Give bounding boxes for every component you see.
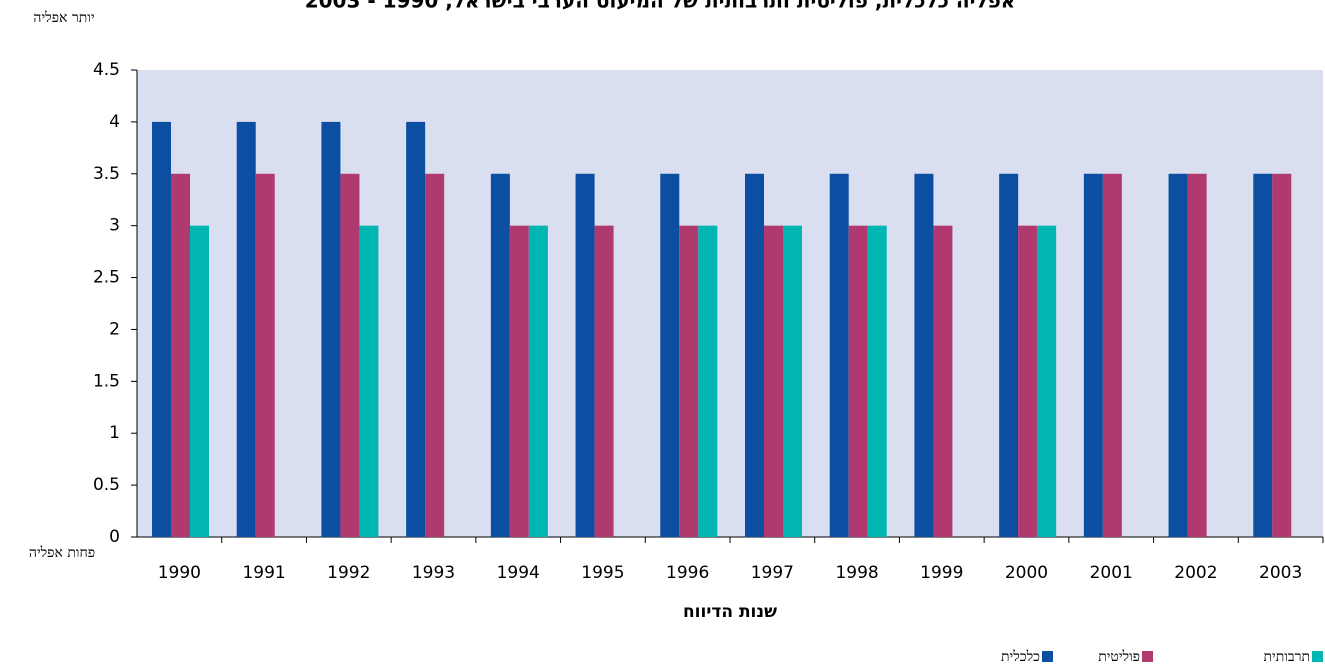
legend-swatch	[1042, 651, 1053, 662]
chart-title: אפליה כלכלית, פוליטית ותרבותית של המיעוט…	[305, 0, 1016, 13]
x-tick-label: 1998	[835, 563, 878, 583]
bar	[490, 173, 510, 537]
bar	[745, 173, 764, 537]
bar	[575, 173, 595, 537]
bar	[255, 173, 275, 537]
bar	[764, 225, 783, 537]
x-tick-label: 2002	[1174, 563, 1217, 583]
x-tick-label: 1992	[327, 563, 370, 583]
bar	[867, 225, 887, 537]
legend-label: תרבותית	[1264, 649, 1311, 665]
bar	[933, 225, 953, 537]
bar	[1037, 225, 1057, 537]
x-axis-label: שנות הדיווח	[683, 602, 777, 622]
x-tick-label: 1996	[666, 563, 709, 583]
bar	[1102, 173, 1122, 537]
y-tick-label: 1	[109, 423, 120, 443]
y-tick-label: 0	[109, 527, 120, 547]
x-tick-label: 2001	[1090, 563, 1133, 583]
bar	[698, 225, 718, 537]
bar	[999, 173, 1019, 537]
bar	[1018, 225, 1038, 537]
bar	[321, 121, 341, 537]
bar	[1187, 173, 1207, 537]
y-bottom-label: פחות אפליה	[29, 545, 95, 561]
bar	[783, 225, 802, 537]
x-tick-label: 2003	[1259, 563, 1302, 583]
bar	[425, 173, 445, 537]
bar	[236, 121, 256, 537]
y-tick-label: 3.5	[93, 164, 120, 184]
bar	[848, 225, 868, 537]
bar	[1253, 173, 1273, 537]
bar	[1083, 173, 1103, 537]
bar	[660, 173, 680, 537]
bar	[679, 225, 699, 537]
bar	[594, 225, 614, 537]
bar	[829, 173, 849, 537]
x-tick-label: 1990	[158, 563, 201, 583]
bar	[914, 173, 934, 537]
bar	[359, 225, 379, 537]
x-tick-label: 1997	[751, 563, 794, 583]
y-tick-label: 2.5	[93, 268, 120, 288]
plot-area	[137, 70, 1323, 537]
y-tick-label: 0.5	[93, 475, 120, 495]
bar	[1272, 173, 1292, 537]
x-tick-label: 1995	[581, 563, 624, 583]
y-top-label: יותר אפליה	[33, 10, 94, 26]
legend-swatch	[1312, 651, 1323, 662]
bar	[340, 173, 360, 537]
y-tick-label: 4	[109, 112, 120, 132]
bar	[509, 225, 529, 537]
bar	[152, 121, 171, 537]
bar	[406, 121, 426, 537]
x-tick-label: 1999	[920, 563, 963, 583]
legend-label: פוליטית	[1098, 649, 1140, 665]
x-tick-label: 1991	[242, 563, 285, 583]
x-tick-label: 1994	[497, 563, 540, 583]
y-tick-label: 2	[109, 319, 120, 339]
bar	[528, 225, 548, 537]
bar	[1168, 173, 1188, 537]
y-tick-label: 4.5	[93, 60, 120, 80]
y-tick-label: 1.5	[93, 371, 120, 391]
bar	[171, 173, 190, 537]
legend-label: כלכלית	[1001, 649, 1040, 665]
y-tick-label: 3	[109, 216, 120, 236]
x-tick-label: 1993	[412, 563, 455, 583]
x-tick-label: 2000	[1005, 563, 1048, 583]
bar	[190, 225, 209, 537]
legend-swatch	[1142, 651, 1153, 662]
